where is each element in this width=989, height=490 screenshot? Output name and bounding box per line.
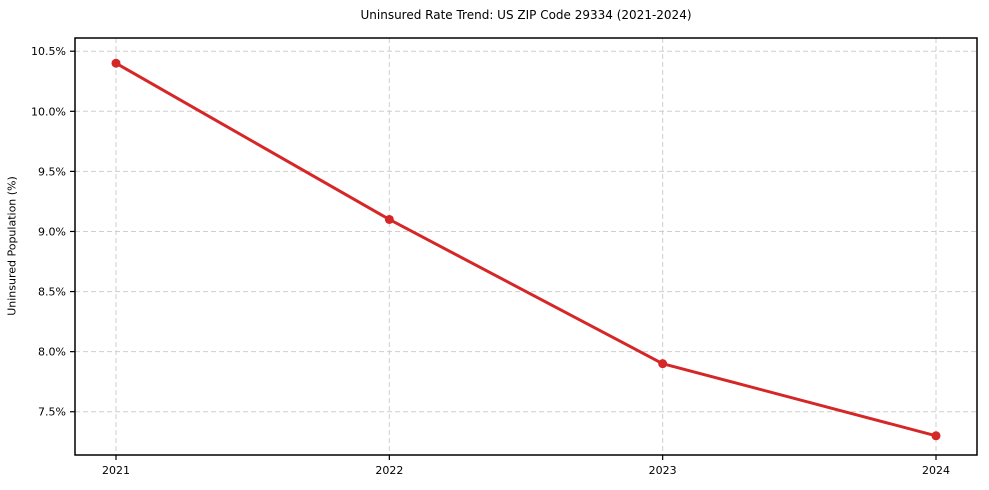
x-tick-label: 2022 (375, 464, 403, 477)
y-tick-label: 10.5% (31, 45, 66, 58)
x-tick-label: 2024 (922, 464, 950, 477)
chart-title: Uninsured Rate Trend: US ZIP Code 29334 … (360, 8, 692, 22)
y-tick-label: 8.5% (38, 286, 66, 299)
y-tick-label: 10.0% (31, 105, 66, 118)
data-point-2021 (111, 58, 121, 68)
data-point-2023 (658, 359, 668, 369)
axes-frame (74, 37, 978, 456)
y-tick-label: 9.0% (38, 225, 66, 238)
x-tick-label: 2023 (649, 464, 677, 477)
y-tick-label: 7.5% (38, 406, 66, 419)
y-tick-label: 8.0% (38, 346, 66, 359)
x-tick-label: 2021 (102, 464, 130, 477)
data-point-2022 (384, 214, 394, 224)
data-point-2024 (931, 431, 941, 441)
y-tick-label: 9.5% (38, 165, 66, 178)
trend-line (114, 61, 938, 438)
